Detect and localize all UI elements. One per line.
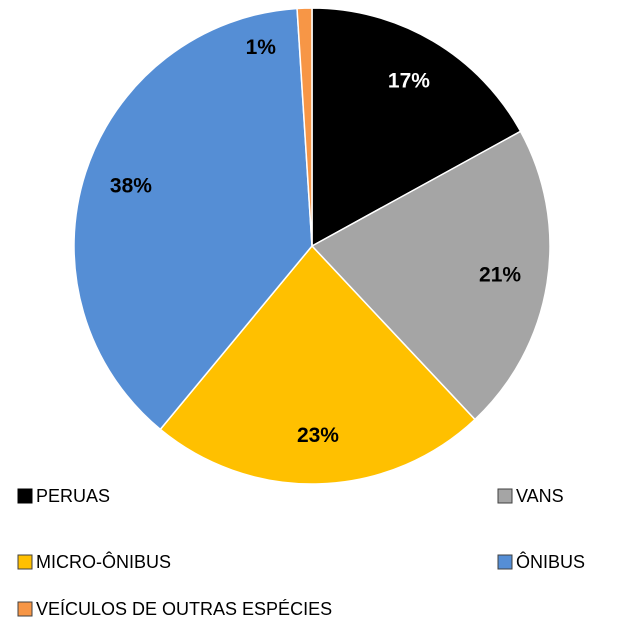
legend-label: VANS xyxy=(516,486,564,506)
legend-swatch xyxy=(17,601,33,617)
data-label: 21% xyxy=(479,263,521,286)
legend-swatch xyxy=(17,554,33,570)
legend-swatch xyxy=(17,488,33,504)
pie-slice xyxy=(159,244,476,485)
legend-label: VEÍCULOS DE OUTRAS ESPÉCIES xyxy=(36,599,332,619)
pie-slice xyxy=(310,130,551,421)
data-label: 23% xyxy=(297,424,339,447)
legend-label: PERUAS xyxy=(36,486,110,506)
pie-slice xyxy=(296,7,313,247)
pie-slice xyxy=(73,7,313,431)
legend-swatch xyxy=(497,488,513,504)
legend-label: ÔNIBUS xyxy=(516,551,585,572)
pie-slice xyxy=(311,7,522,248)
legend-label: MICRO-ÔNIBUS xyxy=(36,551,171,572)
legend-swatch xyxy=(497,554,513,570)
data-label: 38% xyxy=(110,175,152,198)
data-label: 17% xyxy=(388,70,430,93)
data-label: 1% xyxy=(246,36,277,59)
